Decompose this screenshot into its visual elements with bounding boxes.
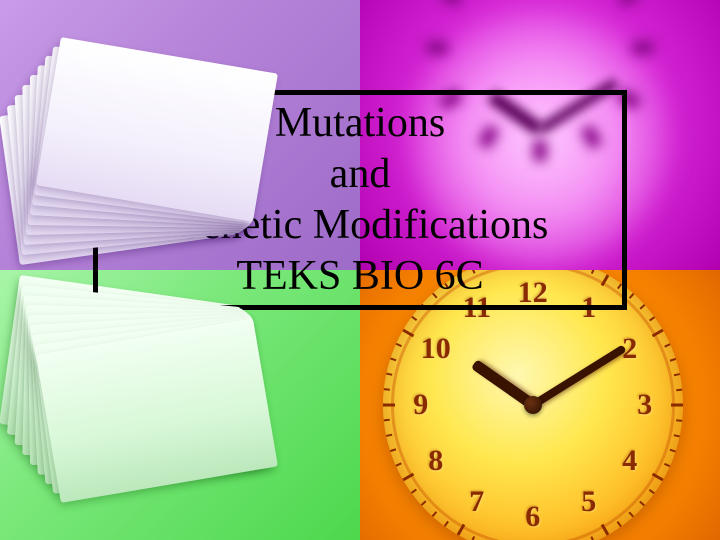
clock-numeral: 9 (413, 388, 428, 422)
clock-center-pin (524, 396, 542, 414)
clock-numeral: 3 (637, 388, 652, 422)
title-line-4: TEKS BIO 6C (236, 251, 483, 302)
clock-icon: 121234567891011 (383, 270, 683, 540)
clock-numeral: 6 (525, 500, 540, 534)
slide: 121234567891011 Mutations and Genetic Mo… (0, 0, 720, 540)
title-line-1: Mutations (275, 98, 445, 149)
clock-numeral: 4 (622, 444, 637, 478)
quadrant-bottom-right: 121234567891011 (360, 270, 720, 540)
clock-numeral: 5 (581, 485, 596, 519)
title-line-2: and (330, 149, 391, 200)
clock-numeral: 8 (428, 444, 443, 478)
clock-numeral: 7 (469, 485, 484, 519)
quadrant-bottom-left (0, 270, 360, 540)
clock-numeral: 10 (421, 332, 451, 366)
